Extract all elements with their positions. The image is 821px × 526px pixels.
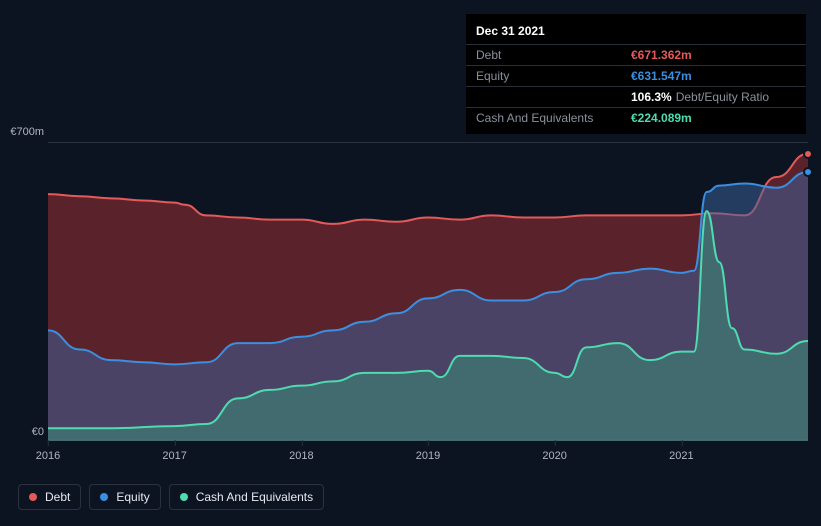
y-tick-max: €700m — [10, 126, 44, 138]
tooltip-row: Cash And Equivalents€224.089m — [466, 107, 806, 128]
tooltip-ratio-label: Debt/Equity Ratio — [676, 90, 769, 104]
equity-marker — [803, 167, 813, 177]
y-tick-min: €0 — [32, 426, 44, 438]
debt-marker — [803, 149, 813, 159]
chart-svg — [48, 143, 808, 441]
x-tick-2019: 2019 — [416, 450, 440, 462]
tooltip-key: Equity — [476, 69, 631, 83]
tooltip-date: Dec 31 2021 — [466, 20, 806, 44]
tooltip-key: Cash And Equivalents — [476, 111, 631, 125]
x-tick-2020: 2020 — [542, 450, 566, 462]
legend-dot-icon — [180, 493, 188, 501]
tooltip-value: €224.089m — [631, 111, 692, 125]
chart-tooltip: Dec 31 2021 Debt€671.362mEquity€631.547m… — [466, 14, 806, 134]
x-tick-2016: 2016 — [36, 450, 60, 462]
tooltip-key: Debt — [476, 48, 631, 62]
x-tick-2021: 2021 — [669, 450, 693, 462]
legend-label: Equity — [116, 490, 149, 504]
legend-item-equity[interactable]: Equity — [89, 484, 160, 510]
x-tick-2018: 2018 — [289, 450, 313, 462]
tooltip-value: €671.362m — [631, 48, 692, 62]
legend-item-cash[interactable]: Cash And Equivalents — [169, 484, 324, 510]
legend-dot-icon — [29, 493, 37, 501]
x-tick-2017: 2017 — [162, 450, 186, 462]
legend-label: Debt — [45, 490, 70, 504]
legend-dot-icon — [100, 493, 108, 501]
chart-legend: Debt Equity Cash And Equivalents — [18, 484, 324, 510]
tooltip-row: Debt€671.362m — [466, 44, 806, 65]
tooltip-value: €631.547m — [631, 69, 692, 83]
x-axis: 201620172018201920202021 — [48, 446, 808, 466]
financial-area-chart: €700m €0 2016 2017 2018 2019 2020 2021 Dec 31… — [0, 0, 821, 526]
legend-label: Cash And Equivalents — [196, 490, 313, 504]
tooltip-ratio-value: 106.3% — [631, 90, 672, 104]
tooltip-key — [476, 90, 631, 104]
legend-item-debt[interactable]: Debt — [18, 484, 81, 510]
tooltip-row: 106.3% Debt/Equity Ratio — [466, 86, 806, 107]
plot-area[interactable] — [48, 142, 808, 440]
tooltip-row: Equity€631.547m — [466, 65, 806, 86]
